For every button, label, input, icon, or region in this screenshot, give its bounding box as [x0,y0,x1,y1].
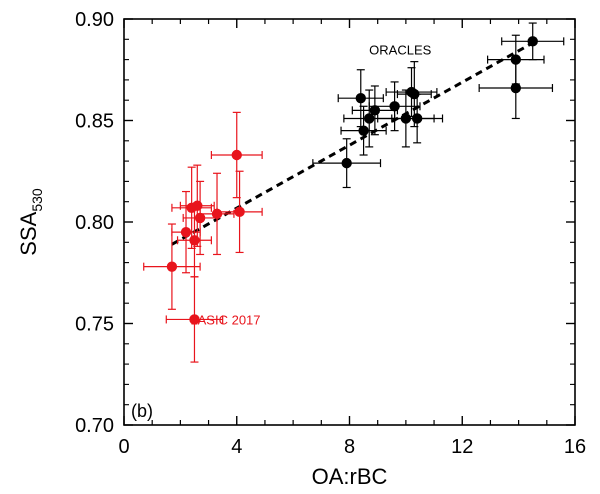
oracles-point [510,54,522,65]
annotation-oracles: ORACLES [369,42,431,57]
oracles-point [527,36,538,47]
oracles-point [400,113,412,124]
y-tick-label: 0.90 [75,9,114,31]
oracles-point [369,105,381,116]
fit-line-layer [171,40,537,246]
axis-ticks: 0 4 8 12 16 0.70 0.75 0.80 0.85 0.90 [75,9,586,458]
lasic-2017-point [180,226,192,238]
oracles-point [358,125,369,136]
y-tick-label: 0.85 [75,111,114,133]
y-axis-title: SSA530 [16,188,45,256]
lasic-2017-point [194,212,206,224]
oracles-point [409,88,420,100]
oracles-point [364,113,375,124]
x-tick-label: 4 [231,436,242,458]
lasic-2017-point [166,261,178,272]
x-tick-label: 0 [118,436,129,458]
error-bar-layer [143,22,565,363]
lasic-2017-point [211,208,223,220]
x-tick-label: 12 [451,436,473,458]
annotation-lasic-2017: LASIC 2017 [190,312,260,327]
oracles-point [355,92,366,104]
fit-line [171,40,537,246]
y-tick-label: 0.80 [75,212,114,234]
x-tick-label: 16 [564,436,586,458]
x-axis-title: OA:rBC [312,464,388,489]
lasic-2017-point [186,202,197,213]
panel-label: (b) [131,401,153,421]
y-axis-title-subscript: 530 [29,188,45,212]
lasic-2017-point [189,314,200,325]
lasic-2017-point [189,235,200,246]
y-tick-label: 0.75 [75,314,114,336]
lasic-2017-point [234,206,245,218]
data-point-layer [166,36,538,325]
lasic-2017-point [231,149,242,161]
x-tick-label: 8 [344,436,355,458]
oracles-point [510,82,522,94]
y-axis-title-main: SSA [16,211,41,255]
oracles-point [341,157,352,169]
oracles-point [389,101,400,112]
y-tick-label: 0.70 [75,415,114,437]
oracles-point [411,113,423,124]
